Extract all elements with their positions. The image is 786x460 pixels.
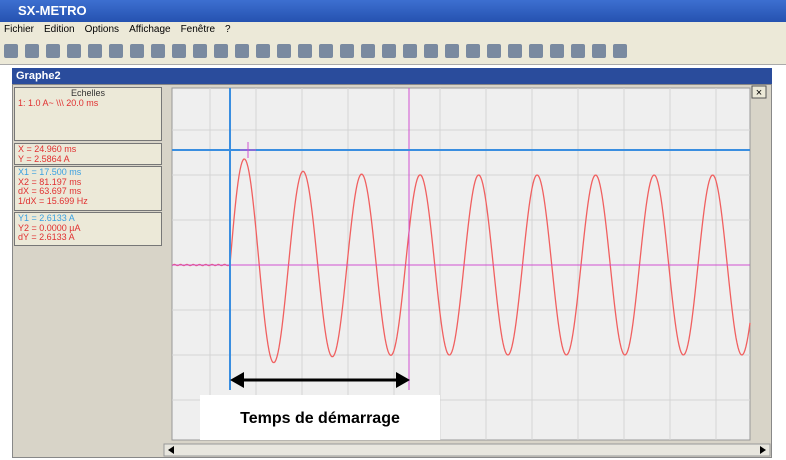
cursor-value: X = 24.960 ms [18, 144, 77, 154]
menu-item[interactable]: Affichage [129, 24, 171, 35]
toolbar-button [319, 44, 333, 58]
y-measure: Y2 = 0.0000 µA [18, 222, 81, 233]
toolbar [0, 38, 786, 65]
toolbar-button [445, 44, 459, 58]
scales-title: Echelles [70, 88, 106, 98]
x-measure: 1/dX = 15.699 Hz [18, 195, 88, 206]
toolbar-button [172, 44, 186, 58]
toolbar-button [67, 44, 81, 58]
toolbar-button [298, 44, 312, 58]
menu-item[interactable]: Fichier [4, 24, 35, 35]
toolbar-button [508, 44, 522, 58]
toolbar-button [235, 44, 249, 58]
toolbar-button [25, 44, 39, 58]
toolbar-button [361, 44, 375, 58]
menu-item[interactable]: Options [84, 24, 120, 35]
menu-item[interactable]: ? [225, 24, 231, 35]
close-button[interactable] [751, 85, 767, 99]
toolbar-button [130, 44, 144, 58]
window-title: Graphe2 [12, 68, 772, 84]
toolbar-button [382, 44, 396, 58]
toolbar-button [424, 44, 438, 58]
menu-bar: Fichier Edition Options Affichage Fenêtre? [0, 22, 786, 38]
x-measure: X1 = 17.500 ms [18, 167, 82, 177]
menu-item[interactable]: Fenêtre [180, 24, 216, 35]
x-measure: dX = 63.697 ms [18, 186, 82, 196]
toolbar-button [4, 44, 18, 58]
x-measure-panel: X1 = 17.500 ms X2 = 81.197 ms dX = 63.697 … [14, 166, 162, 211]
toolbar-button [88, 44, 102, 58]
toolbar-button [487, 44, 501, 58]
toolbar-button [214, 44, 228, 58]
toolbar-button [277, 44, 291, 58]
scroll-right[interactable] [760, 446, 766, 454]
cursor-value: Y = 2.5864 A [18, 153, 70, 164]
y-measure: dY = 2.6133 A [18, 232, 75, 242]
close-icon: × [756, 87, 762, 99]
toolbar-button [529, 44, 543, 58]
toolbar-button [151, 44, 165, 58]
toolbar-button [571, 44, 585, 58]
annotation: Temps de démarrage [240, 410, 400, 427]
toolbar-button [613, 44, 627, 58]
toolbar-button [340, 44, 354, 58]
menu-item[interactable]: Edition [44, 24, 75, 35]
x-measure: X2 = 81.197 ms [18, 176, 82, 187]
toolbar-button [256, 44, 270, 58]
y-measure: Y1 = 2.6133 A [18, 213, 75, 223]
annotation-box [200, 395, 440, 440]
toolbar-button [403, 44, 417, 58]
scales-panel: Echelles 1: 1.0 A~ \\\ 20.0 ms [14, 87, 162, 141]
toolbar-button [46, 44, 60, 58]
toolbar-button [193, 44, 207, 58]
arrow-head [230, 372, 244, 388]
arrow-head [396, 372, 410, 388]
scrollbar[interactable] [163, 443, 771, 457]
toolbar-button [550, 44, 564, 58]
app-title: SX-METRO [18, 3, 87, 18]
title-bar: SX-METRO [0, 0, 786, 22]
scroll-left[interactable] [168, 446, 174, 454]
toolbar-button [109, 44, 123, 58]
cursor-panel: X = 24.960 ms Y = 2.5864 A [14, 143, 162, 165]
toolbar-button [466, 44, 480, 58]
waveform [171, 158, 751, 364]
y-measure-panel: Y1 = 2.6133 A Y2 = 0.0000 µA dY = 2.6133 A [14, 212, 162, 246]
scales-line: 1: 1.0 A~ \\\ 20.0 ms [18, 97, 99, 108]
toolbar-button [592, 44, 606, 58]
